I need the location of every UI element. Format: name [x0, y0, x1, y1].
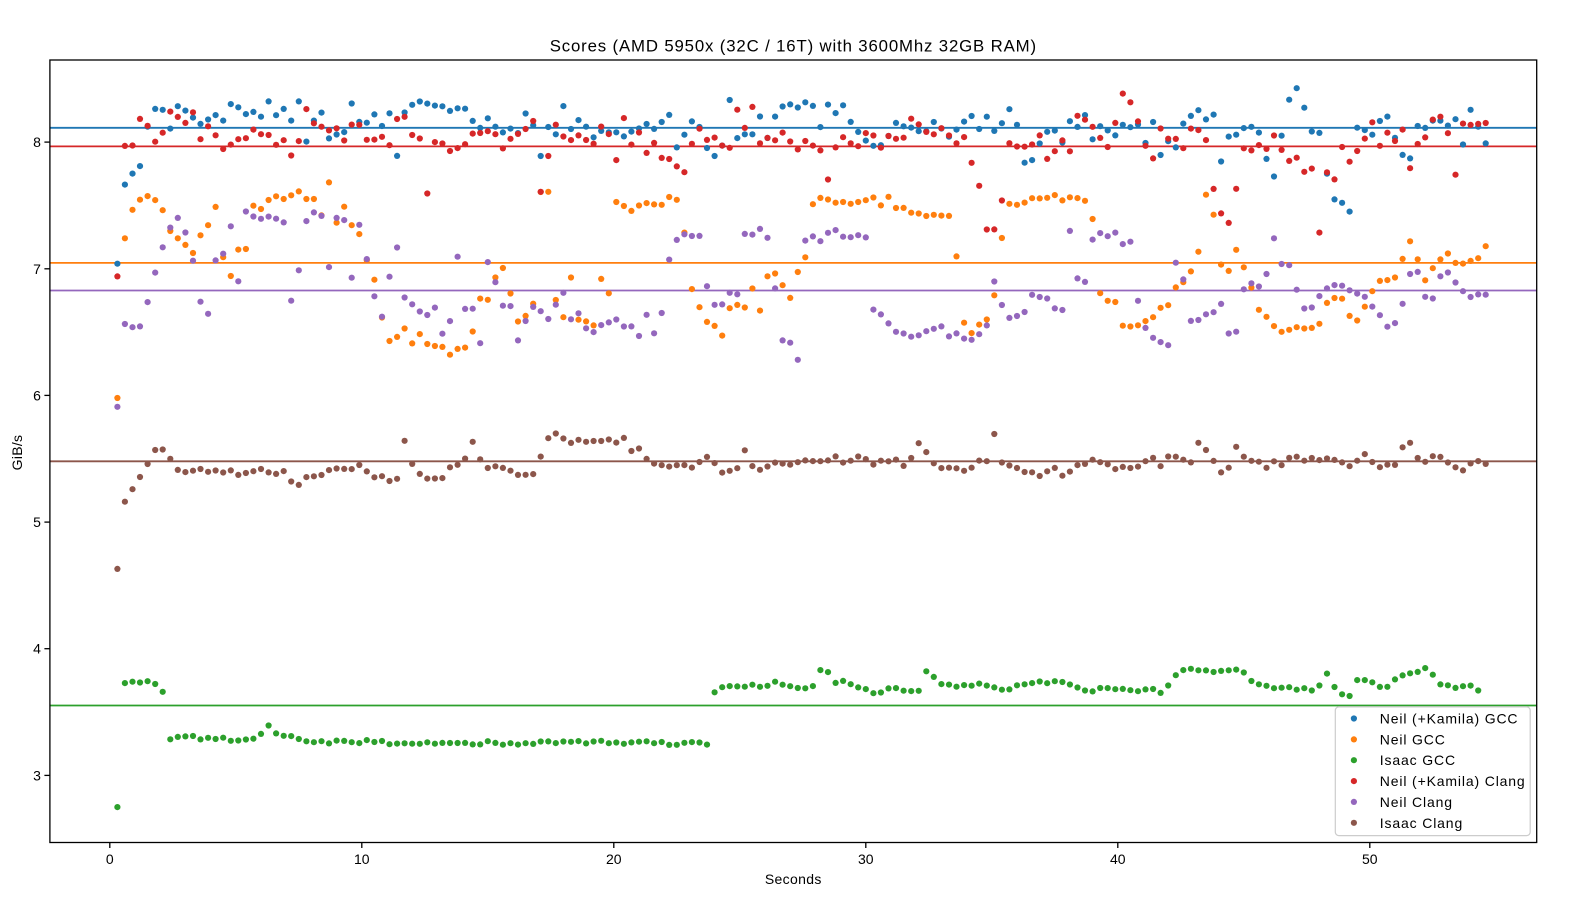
- svg-text:30: 30: [858, 851, 874, 867]
- svg-text:3: 3: [33, 767, 41, 783]
- svg-text:7: 7: [33, 261, 41, 277]
- svg-text:Isaac GCC: Isaac GCC: [1380, 752, 1456, 768]
- svg-text:Neil Clang: Neil Clang: [1380, 794, 1453, 810]
- svg-text:4: 4: [33, 641, 41, 657]
- svg-text:0: 0: [106, 851, 114, 867]
- svg-text:Scores (AMD 5950x (32C / 16T): Scores (AMD 5950x (32C / 16T) with 3600M…: [550, 36, 1037, 55]
- svg-text:40: 40: [1110, 851, 1126, 867]
- svg-text:8: 8: [33, 134, 41, 150]
- svg-text:20: 20: [606, 851, 622, 867]
- svg-text:5: 5: [33, 514, 41, 530]
- svg-text:GiB/s: GiB/s: [9, 435, 25, 471]
- svg-text:Neil GCC: Neil GCC: [1380, 731, 1446, 747]
- svg-text:10: 10: [354, 851, 370, 867]
- svg-text:6: 6: [33, 387, 41, 403]
- svg-text:Neil (+Kamila) Clang: Neil (+Kamila) Clang: [1380, 773, 1526, 789]
- svg-text:Neil (+Kamila) GCC: Neil (+Kamila) GCC: [1380, 711, 1519, 727]
- svg-text:50: 50: [1362, 851, 1378, 867]
- svg-text:Isaac Clang: Isaac Clang: [1380, 815, 1463, 831]
- svg-text:Seconds: Seconds: [765, 871, 822, 887]
